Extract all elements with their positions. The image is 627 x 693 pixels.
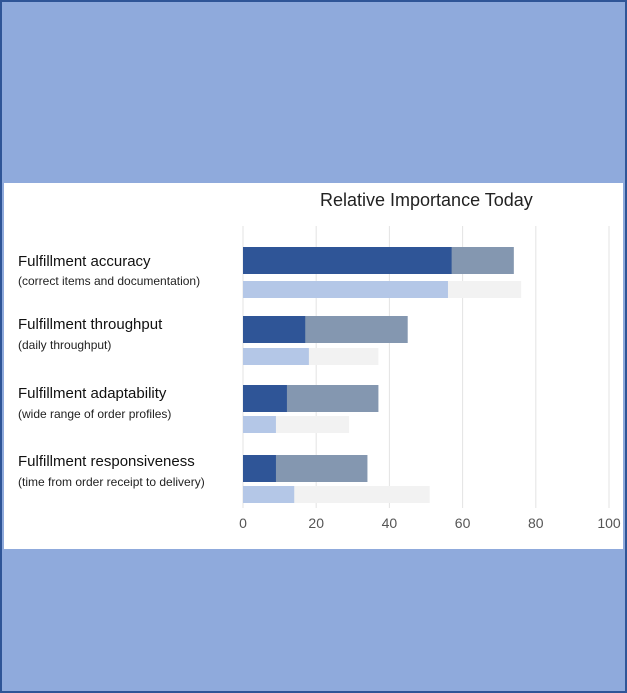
category-label-adaptability: Fulfillment adaptability	[18, 385, 167, 402]
bar-lower-front-0	[243, 281, 448, 298]
bar-upper-front-0	[243, 247, 452, 274]
category-sub-adaptability: (wide range of order profiles)	[18, 407, 172, 421]
category-sub-responsiveness: (time from order receipt to delivery)	[18, 475, 205, 489]
category-label-responsiveness: Fulfillment responsiveness	[18, 453, 195, 470]
category-sub-throughput: (daily throughput)	[18, 338, 112, 352]
x-tick-label-60: 60	[455, 515, 471, 531]
x-tick-label-0: 0	[239, 515, 247, 531]
category-label-accuracy: Fulfillment accuracy	[18, 253, 151, 270]
x-tick-label-80: 80	[528, 515, 544, 531]
bar-lower-front-1	[243, 348, 309, 365]
chart-title: Relative Importance Today	[320, 190, 533, 210]
category-label-throughput: Fulfillment throughput	[18, 316, 163, 333]
category-sub-accuracy: (correct items and documentation)	[18, 274, 201, 288]
bar-upper-front-2	[243, 385, 287, 412]
x-tick-label-40: 40	[382, 515, 398, 531]
bar-upper-front-3	[243, 455, 276, 482]
x-tick-label-100: 100	[597, 515, 621, 531]
bar-upper-front-1	[243, 316, 306, 343]
x-tick-label-20: 20	[308, 515, 324, 531]
bar-lower-front-2	[243, 416, 276, 433]
bar-lower-front-3	[243, 486, 295, 503]
